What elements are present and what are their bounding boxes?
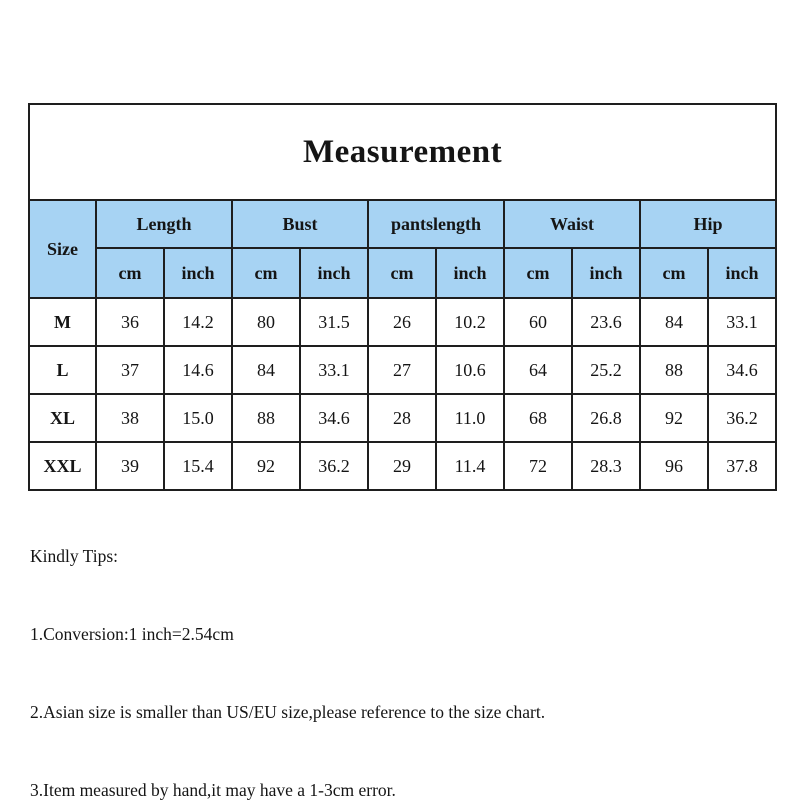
- row-size-label: XL: [28, 393, 97, 443]
- cell-pantslength-inch: 11.0: [435, 393, 505, 443]
- cell-pantslength-inch: 10.6: [435, 345, 505, 395]
- cell-pantslength-cm: 27: [367, 345, 437, 395]
- cell-hip-inch: 33.1: [706, 297, 778, 347]
- cell-length-inch: 15.0: [163, 393, 233, 443]
- cell-length-inch: 14.6: [163, 345, 233, 395]
- cell-length-cm: 37: [95, 345, 165, 395]
- cell-length-cm: 36: [95, 297, 165, 347]
- unit-header-pantslength-cm: cm: [367, 247, 437, 299]
- cell-waist-cm: 68: [503, 393, 573, 443]
- table-row-l: L 37 14.6 84 33.1 27 10.6 64 25.2 88 34.…: [28, 345, 778, 395]
- cell-hip-inch: 34.6: [706, 345, 778, 395]
- page-title: Measurement: [27, 103, 778, 201]
- cell-bust-inch: 36.2: [299, 441, 369, 491]
- row-size-label: L: [28, 345, 97, 395]
- cell-pantslength-inch: 10.2: [435, 297, 505, 347]
- cell-hip-cm: 92: [639, 393, 709, 443]
- cell-bust-cm: 84: [231, 345, 301, 395]
- cell-pantslength-cm: 29: [367, 441, 437, 491]
- column-header-size: Size: [28, 199, 97, 299]
- kindly-tips-section: Kindly Tips: 1.Conversion:1 inch=2.54cm …: [30, 491, 775, 800]
- tips-heading: Kindly Tips:: [30, 546, 119, 566]
- cell-length-cm: 39: [95, 441, 165, 491]
- cell-hip-cm: 88: [639, 345, 709, 395]
- tip-line-1: 1.Conversion:1 inch=2.54cm: [30, 624, 234, 644]
- cell-waist-inch: 25.2: [571, 345, 641, 395]
- cell-waist-cm: 72: [503, 441, 573, 491]
- column-header-waist: Waist: [503, 199, 641, 249]
- unit-header-bust-inch: inch: [299, 247, 369, 299]
- column-header-pantslength: pantslength: [367, 199, 505, 249]
- cell-pantslength-cm: 28: [367, 393, 437, 443]
- cell-pantslength-inch: 11.4: [435, 441, 505, 491]
- cell-length-inch: 14.2: [163, 297, 233, 347]
- unit-header-bust-cm: cm: [231, 247, 301, 299]
- cell-bust-cm: 92: [231, 441, 301, 491]
- tip-line-2: 2.Asian size is smaller than US/EU size,…: [30, 702, 546, 722]
- cell-waist-inch: 23.6: [571, 297, 641, 347]
- table-row-m: M 36 14.2 80 31.5 26 10.2 60 23.6 84 33.…: [28, 297, 778, 347]
- table-row-xl: XL 38 15.0 88 34.6 28 11.0 68 26.8 92 36…: [28, 393, 778, 443]
- unit-header-waist-inch: inch: [571, 247, 641, 299]
- unit-header-hip-inch: inch: [706, 247, 778, 299]
- cell-hip-cm: 96: [639, 441, 709, 491]
- cell-bust-cm: 88: [231, 393, 301, 443]
- tip-line-3: 3.Item measured by hand,it may have a 1-…: [30, 780, 396, 800]
- cell-waist-inch: 26.8: [571, 393, 641, 443]
- cell-hip-cm: 84: [639, 297, 709, 347]
- cell-hip-inch: 36.2: [706, 393, 778, 443]
- cell-waist-cm: 60: [503, 297, 573, 347]
- cell-waist-inch: 28.3: [571, 441, 641, 491]
- column-header-hip: Hip: [638, 199, 778, 249]
- unit-header-waist-cm: cm: [503, 247, 573, 299]
- cell-bust-inch: 31.5: [299, 297, 369, 347]
- column-header-bust: Bust: [231, 199, 369, 249]
- column-header-length: Length: [95, 199, 233, 249]
- measurement-table: Measurement Size Length Bust pantslength…: [27, 103, 778, 491]
- unit-header-length-inch: inch: [163, 247, 233, 299]
- row-size-label: M: [28, 297, 97, 347]
- cell-pantslength-cm: 26: [367, 297, 437, 347]
- cell-length-inch: 15.4: [163, 441, 233, 491]
- cell-waist-cm: 64: [503, 345, 573, 395]
- cell-bust-inch: 34.6: [299, 393, 369, 443]
- unit-header-length-cm: cm: [95, 247, 165, 299]
- cell-length-cm: 38: [95, 393, 165, 443]
- cell-hip-inch: 37.8: [706, 441, 778, 491]
- row-size-label: XXL: [28, 441, 97, 491]
- unit-header-pantslength-inch: inch: [435, 247, 505, 299]
- unit-header-hip-cm: cm: [639, 247, 709, 299]
- table-row-xxl: XXL 39 15.4 92 36.2 29 11.4 72 28.3 96 3…: [28, 441, 778, 491]
- cell-bust-inch: 33.1: [299, 345, 369, 395]
- cell-bust-cm: 80: [231, 297, 301, 347]
